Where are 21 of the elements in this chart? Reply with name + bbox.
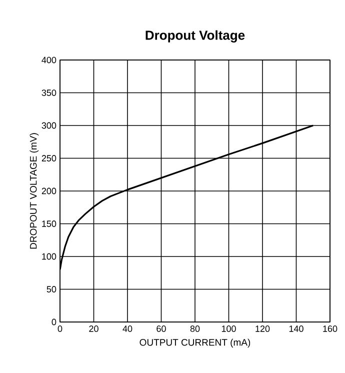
y-tick-label: 350	[42, 90, 56, 96]
x-tick-label: 120	[256, 326, 270, 332]
y-tick-label: 0	[52, 318, 56, 326]
x-tick-label: 160	[323, 326, 338, 332]
y-tick-label: 150	[42, 220, 56, 227]
x-tick-label: 0	[58, 326, 62, 332]
y-tick-label: 100	[42, 253, 56, 260]
y-tick-label: 400	[42, 56, 56, 64]
chart-title: Dropout Voltage	[146, 30, 245, 42]
x-tick-label: 60	[156, 326, 166, 332]
x-tick-label: 40	[122, 326, 132, 332]
y-tick-label: 300	[42, 122, 56, 129]
x-tick-label: 20	[89, 326, 98, 332]
x-axis-title: OUTPUT CURRENT (mA)	[140, 338, 250, 348]
y-axis-title: DROPOUT VOLTAGE (mV)	[30, 133, 39, 249]
y-tick-label: 200	[42, 188, 56, 194]
x-tick-label: 140	[289, 326, 304, 332]
x-tick-label: 80	[190, 326, 200, 332]
y-tick-label: 250	[42, 155, 56, 162]
y-tick-label: 50	[46, 286, 56, 292]
x-tick-label: 100	[222, 326, 236, 332]
